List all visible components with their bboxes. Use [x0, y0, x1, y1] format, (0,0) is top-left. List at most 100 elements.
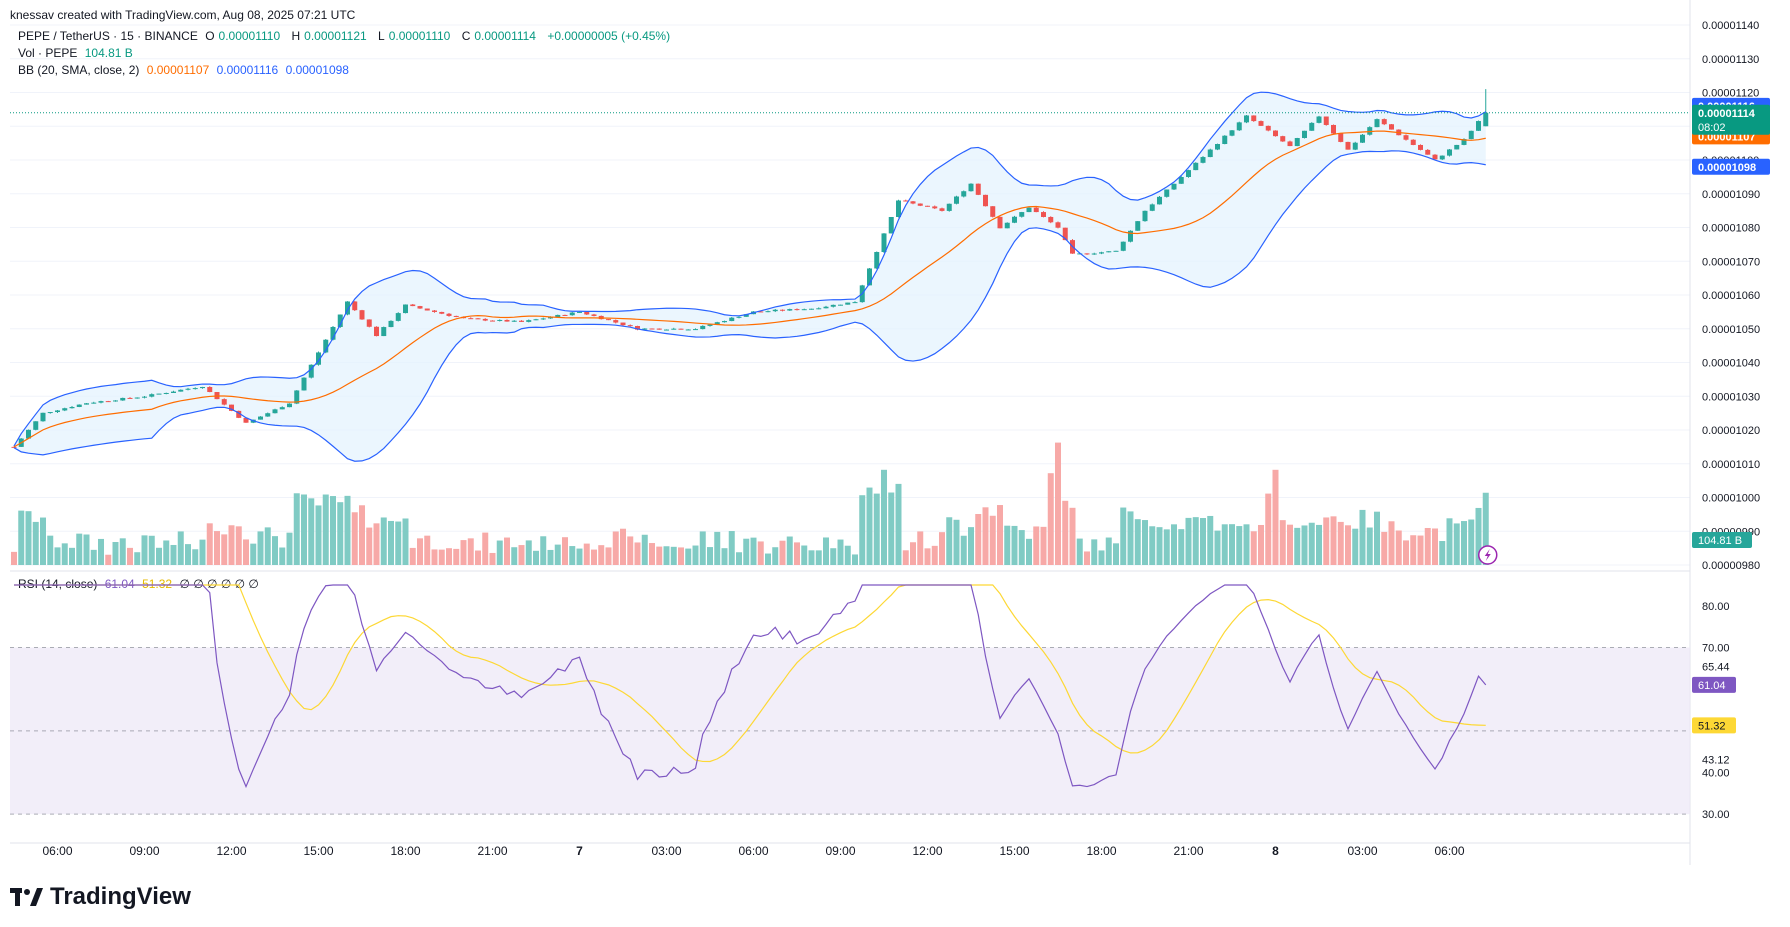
time-tick-label: 15:00	[999, 844, 1029, 858]
candle-body	[1432, 154, 1438, 160]
volume-bar	[765, 553, 771, 565]
candle-body	[149, 394, 155, 397]
volume-bar	[330, 496, 336, 565]
open-value: 0.00001110	[218, 29, 281, 43]
volume-bar	[547, 549, 554, 565]
price-tick-label: 0.00001000	[1702, 493, 1760, 505]
rsi-pane	[10, 584, 1690, 815]
brand-name: TradingView	[50, 883, 191, 910]
candle-body	[1273, 130, 1278, 137]
candle-body	[613, 320, 619, 323]
volume-bar	[1308, 522, 1315, 565]
volume-bar	[308, 498, 315, 565]
candle-body	[1149, 204, 1155, 211]
volume-bar	[105, 554, 112, 565]
volume-legend[interactable]: Vol · PEPE 104.81 B	[18, 46, 137, 60]
volume-bar	[402, 518, 409, 565]
volume-bar	[1091, 539, 1098, 565]
candle-body	[577, 311, 582, 313]
rsi-tick-label: 30.00	[1702, 809, 1730, 821]
candle-body	[1331, 124, 1336, 134]
bb-upper-value: 0.00001116	[216, 63, 279, 77]
candle-body	[1026, 207, 1032, 213]
candle-body	[714, 322, 720, 325]
volume-bar	[1453, 523, 1460, 565]
rsi-tick-label: 40.00	[1702, 768, 1730, 780]
price-tick-label: 0.00001090	[1702, 189, 1760, 201]
candle-body	[1222, 135, 1228, 145]
volume-bar	[250, 543, 257, 565]
volume-bar	[656, 546, 663, 565]
rsi-tick-label: 70.00	[1702, 643, 1730, 655]
volume-bar	[554, 544, 561, 565]
candle-body	[809, 308, 814, 310]
candle-body	[475, 318, 481, 320]
volume-bar	[1214, 530, 1221, 565]
tradingview-logo[interactable]: TradingView	[10, 883, 191, 911]
candle-body	[84, 403, 89, 405]
chart-canvas[interactable]: 0.00001140 0.00001130 0.00001120 0.00001110…	[0, 0, 1790, 870]
volume-bar	[1142, 520, 1148, 565]
candle-body	[26, 429, 31, 439]
volume-bar	[815, 550, 822, 565]
volume-bar	[873, 493, 880, 565]
candle-body	[794, 309, 800, 311]
rsi-tick-label: 65.44	[1702, 662, 1730, 674]
bb-legend[interactable]: BB (20, SMA, close, 2) 0.00001107 0.0000…	[18, 63, 353, 77]
candle-body	[1142, 210, 1148, 222]
volume-bar	[460, 540, 467, 565]
time-tick-label: 03:00	[1347, 844, 1377, 858]
candle-body	[1164, 189, 1170, 197]
candle-body	[584, 311, 590, 315]
bb-lower-line	[13, 150, 1486, 462]
candle-body	[1178, 177, 1184, 184]
candle-body	[896, 200, 901, 217]
volume-bar	[1076, 538, 1083, 565]
candle-body	[801, 309, 807, 311]
volume-bar	[388, 520, 394, 565]
candle-body	[823, 306, 829, 309]
volume-bar	[1243, 524, 1250, 565]
candle-body	[881, 233, 887, 252]
candle-body	[439, 311, 445, 314]
bb-upper-line	[13, 91, 1487, 447]
candle-body	[1091, 253, 1097, 255]
candle-body	[1352, 142, 1358, 150]
volume-bar	[1026, 538, 1032, 565]
candle-body	[432, 310, 437, 312]
volume-bar	[997, 505, 1003, 565]
volume-bar	[98, 538, 104, 565]
volume-bar	[170, 544, 177, 565]
volume-bar	[1055, 442, 1061, 565]
candle-body	[1280, 136, 1286, 142]
volume-bar	[264, 527, 271, 565]
volume-bar	[707, 547, 713, 565]
candle-body	[954, 196, 959, 204]
volume-bar	[279, 547, 286, 565]
volume-bar	[409, 547, 416, 565]
candle-body	[511, 320, 517, 322]
rsi-legend[interactable]: RSI (14, close) 61.04 51.32 ∅ ∅ ∅ ∅ ∅ ∅	[18, 577, 263, 591]
candle-body	[925, 205, 930, 207]
symbol-title[interactable]: PEPE / TetherUS · 15 · BINANCE	[18, 29, 198, 43]
candle-body	[265, 413, 271, 417]
volume-bar	[1200, 518, 1206, 565]
volume-bar	[1359, 509, 1366, 565]
volume-bar	[1424, 527, 1431, 565]
rsi-value: 61.04	[104, 577, 135, 591]
bb-lower-badge-text: 0.00001098	[1698, 162, 1756, 174]
candle-body	[229, 404, 234, 411]
candle-body	[1454, 144, 1460, 150]
candle-body	[1447, 149, 1452, 156]
time-tick-label: 06:00	[738, 844, 768, 858]
volume-bar	[721, 548, 728, 565]
price-tick-label: 0.00001080	[1702, 223, 1760, 235]
volume-bar	[1084, 551, 1090, 565]
bollinger-lines	[10, 91, 1690, 462]
candle-body	[700, 325, 706, 330]
volume-bar	[76, 533, 83, 565]
candle-body	[200, 387, 205, 389]
volume-bar	[866, 487, 873, 565]
volume-bar	[982, 507, 989, 565]
